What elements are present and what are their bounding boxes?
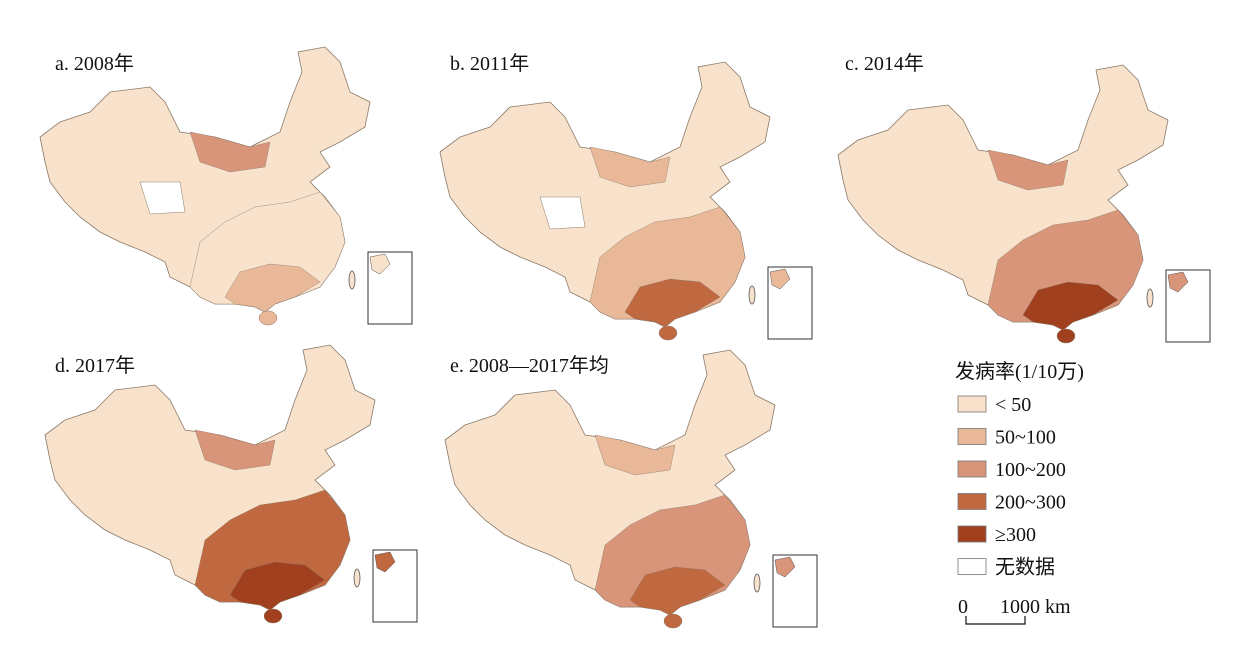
scale-line	[965, 616, 1026, 625]
legend: 发病率(1/10万) < 50 50~100 100~200 200~300 ≥300 无…	[955, 360, 1084, 579]
legend-label: < 50	[995, 394, 1031, 416]
hainan	[263, 608, 283, 624]
panel-title: d. 2017年	[55, 354, 135, 377]
region-north	[589, 146, 671, 188]
map-panel	[439, 61, 813, 341]
taiwan	[753, 573, 761, 593]
region-deep-south	[629, 566, 726, 616]
legend-label: 无数据	[995, 556, 1055, 579]
region-deep-south	[624, 278, 721, 328]
scale-start: 0	[958, 596, 968, 618]
region-north	[189, 131, 271, 173]
legend-label: 50~100	[995, 427, 1056, 449]
taiwan	[748, 285, 756, 305]
region-deep-south	[1022, 281, 1119, 331]
panel-title: c. 2014年	[845, 52, 924, 75]
legend-label: ≥300	[995, 524, 1036, 546]
inset-coast	[769, 268, 791, 290]
map-panel	[44, 344, 418, 624]
taiwan	[353, 568, 361, 588]
inset-coast	[1167, 271, 1189, 293]
legend-swatch	[957, 493, 987, 510]
map-panel	[39, 46, 413, 326]
hainan	[258, 310, 278, 326]
region-north	[594, 434, 676, 476]
legend-swatch	[957, 460, 987, 478]
region-no-data	[139, 181, 186, 215]
panel-title: b. 2011年	[450, 52, 529, 75]
hainan	[663, 613, 683, 629]
map-panel	[444, 349, 818, 629]
legend-title: 发病率(1/10万)	[955, 360, 1084, 383]
inset-coast	[774, 556, 796, 578]
panel-title: a. 2008年	[55, 52, 134, 75]
maps	[39, 46, 1211, 629]
hainan	[658, 325, 678, 341]
legend-label: 200~300	[995, 492, 1066, 514]
legend-label: 100~200	[995, 459, 1066, 481]
panel-title: e. 2008—2017年均	[450, 354, 609, 377]
region-no-data	[539, 196, 586, 230]
legend-swatch	[957, 525, 987, 543]
map-panel	[837, 64, 1211, 344]
inset-coast	[369, 253, 391, 275]
region-north	[194, 429, 276, 471]
taiwan	[1146, 288, 1154, 308]
scale-bar: 0 1000 km	[958, 596, 1071, 625]
legend-swatch	[957, 395, 987, 413]
legend-swatch	[957, 558, 987, 575]
legend-swatch	[957, 428, 987, 445]
taiwan	[348, 270, 356, 290]
region-deep-south	[224, 263, 321, 313]
hainan	[1056, 328, 1076, 344]
scale-end: 1000 km	[1000, 596, 1071, 618]
region-north	[987, 149, 1069, 191]
inset-coast	[374, 551, 396, 573]
region-deep-south	[229, 561, 326, 611]
